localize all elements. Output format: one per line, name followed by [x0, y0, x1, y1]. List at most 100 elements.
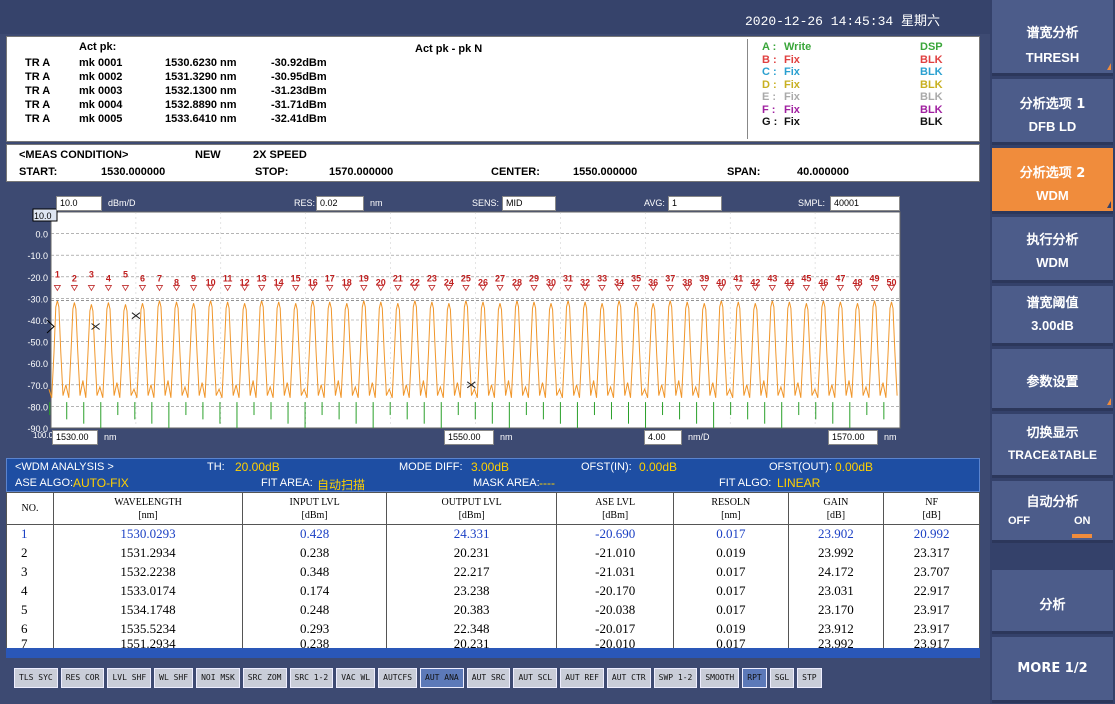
trace-legend-row[interactable]: F : Fix BLK — [762, 104, 972, 117]
marker-number: 3 — [89, 269, 94, 279]
stop-label: STOP: — [255, 166, 289, 178]
table-row[interactable]: 1 1530.0293 0.428 24.331 -20.690 0.017 23.902 2… — [6, 524, 980, 544]
trace-legend-row[interactable]: B : Fix BLK — [762, 54, 972, 67]
tab-aut-scl[interactable]: AUT SCL — [513, 668, 558, 688]
tab-lvl-shf[interactable]: LVL SHF — [107, 668, 152, 688]
tab-src-1-2[interactable]: SRC 1-2 — [289, 668, 334, 688]
marker-number: 23 — [427, 273, 437, 283]
spectrum-chart[interactable]: 0.0 -10.0 -20.0 -30.0 -40.0 -50.0 -60.0 -70.0 -8… — [0, 186, 990, 456]
trace-legend-row[interactable]: G : Fix BLK — [762, 116, 972, 129]
tab-tls-syc[interactable]: TLS SYC — [14, 668, 58, 688]
tab-swp-1-2[interactable]: SWP 1-2 — [653, 668, 698, 688]
tab-src-zom[interactable]: SRC ZOM — [242, 668, 287, 688]
fit-algo-value: LINEAR — [777, 476, 821, 490]
softkey-auto[interactable]: 自动分析 OFF ON — [992, 481, 1113, 543]
column-header: OUTPUT LVL [dBm] — [386, 492, 558, 525]
fit-area-value: 自动扫描 — [317, 478, 366, 492]
column-name: WAVELENGTH — [114, 496, 182, 508]
table-row[interactable]: 6 1535.5234 0.293 22.348 -20.017 0.019 23.912 2… — [6, 619, 980, 639]
tab-aut-ref[interactable]: AUT REF — [560, 668, 604, 688]
trace-legend-row[interactable]: A : Write DSP — [762, 41, 972, 54]
tab-aut-ana[interactable]: AUT ANA — [420, 668, 464, 688]
table-cell: 0.174 — [242, 581, 388, 601]
softkey-option2[interactable]: 分析选项 2 WDM — [992, 148, 1113, 214]
trace-mode: Fix — [784, 53, 800, 66]
auto-on-indicator — [1072, 534, 1092, 538]
y-tick-label: -20.0 — [27, 273, 48, 283]
ref-level-field[interactable]: 10.0 — [56, 196, 102, 211]
trace-legend-row[interactable]: C : Fix BLK — [762, 66, 972, 79]
table-cell: 1 — [6, 524, 54, 544]
softkey-label: 分析 — [1039, 598, 1066, 613]
cross-marker-icon — [131, 312, 141, 320]
column-name: ASE LVL — [595, 496, 636, 508]
stop-wl-field[interactable]: 1570.00 — [828, 430, 878, 445]
tab-vac-wl[interactable]: VAC WL — [336, 668, 376, 688]
table-row[interactable]: 2 1531.2934 0.238 20.231 -21.010 0.019 23.992 2… — [6, 543, 980, 563]
tab-autcfs[interactable]: AUTCFS — [378, 668, 418, 688]
fit-algo-label: FIT ALGO: — [719, 477, 772, 489]
res-field[interactable]: 0.02 — [316, 196, 364, 211]
table-cell: 23.170 — [787, 600, 885, 620]
trace-legend-row[interactable]: E : Fix BLK — [762, 91, 972, 104]
span-field[interactable]: 4.00 — [644, 430, 682, 445]
softkey-params[interactable]: 参数设置 — [992, 349, 1113, 411]
marker-number: 37 — [665, 273, 675, 283]
tab-rpt[interactable]: RPT — [742, 668, 767, 688]
softkey-value: TRACE&TABLE — [1007, 448, 1098, 462]
softkey-more[interactable]: MORE 1/2 — [992, 637, 1113, 703]
softkey-option1[interactable]: 分析选项 1 DFB LD — [992, 79, 1113, 145]
level-indicator-icon — [46, 319, 55, 334]
table-cell: 0.428 — [242, 524, 388, 544]
trace-legend-row[interactable]: D : Fix BLK — [762, 79, 972, 92]
marker-triangle — [53, 285, 62, 292]
tab-wl-shf[interactable]: WL SHF — [154, 668, 194, 688]
marker-triangle — [70, 285, 79, 292]
start-wl-field[interactable]: 1530.00 — [52, 430, 98, 445]
trace-mode: Fix — [784, 91, 800, 103]
datetime: 2020-12-26 14:45:34 星期六 — [744, 14, 940, 29]
softkey-label: 谱宽分析 — [1026, 26, 1079, 41]
softkey-analyze[interactable]: 分析 — [992, 570, 1113, 634]
marker-triangle — [819, 285, 828, 292]
softkey-execute[interactable]: 执行分析 WDM — [992, 217, 1113, 283]
tab-sgl[interactable]: SGL — [769, 668, 795, 688]
table-cell: 20.231 — [386, 543, 558, 563]
marker-number: 30 — [546, 277, 556, 287]
tab-res-cor[interactable]: RES COR — [60, 668, 105, 688]
marker-number: 47 — [835, 273, 845, 283]
trace-mode: Write — [784, 41, 812, 53]
avg-field[interactable]: 1 — [668, 196, 722, 211]
sens-field[interactable]: MID — [502, 196, 556, 211]
column-name: NO. — [21, 503, 39, 514]
column-unit: [dBm] — [301, 509, 328, 521]
marker-triangle — [717, 285, 725, 292]
table-row[interactable]: 3 1532.2238 0.348 22.217 -21.031 0.017 24.172 2… — [6, 562, 980, 582]
smpl-field[interactable]: 40001 — [830, 196, 900, 211]
marker-number: 22 — [410, 277, 420, 287]
marker-triangle — [394, 285, 402, 292]
softkey-label: 切换显示 — [1026, 426, 1079, 441]
center-label: CENTER: — [491, 166, 540, 178]
marker-triangle — [309, 285, 317, 292]
marker-triangle — [768, 285, 777, 292]
trace-mode: Fix — [784, 66, 800, 78]
softkey-thresh[interactable]: 谱宽分析 THRESH — [992, 0, 1113, 76]
table-row[interactable]: 4 1533.0174 0.174 23.238 -20.170 0.017 23.031 2… — [6, 581, 980, 601]
softkey-display[interactable]: 切换显示 TRACE&TABLE — [992, 414, 1113, 478]
tab-stp[interactable]: STP — [797, 668, 822, 688]
center-wl-field[interactable]: 1550.00 — [444, 430, 494, 445]
table-row[interactable]: 7 1551.2934 0.238 20.231 -20.010 0.017 23.992 2… — [6, 638, 980, 649]
softkey-threshold[interactable]: 谱宽阈值 3.00dB — [992, 286, 1113, 346]
marker-triangle — [649, 285, 657, 292]
tab-aut-ctr[interactable]: AUT CTR — [606, 668, 651, 688]
tab-aut-src[interactable]: AUT SRC — [466, 668, 511, 688]
table-cell: -20.017 — [556, 619, 675, 639]
tab-smooth[interactable]: SMOOTH — [700, 668, 740, 688]
column-header: INPUT LVL [dBm] — [242, 492, 388, 525]
tab-noi-msk[interactable]: NOI MSK — [196, 668, 240, 688]
marker-wl: 1531.3290 nm — [165, 71, 237, 83]
table-selection-bar[interactable] — [6, 648, 980, 658]
table-row[interactable]: 5 1534.1748 0.248 20.383 -20.038 0.017 23.170 2… — [6, 600, 980, 620]
marker-triangle — [479, 285, 487, 292]
